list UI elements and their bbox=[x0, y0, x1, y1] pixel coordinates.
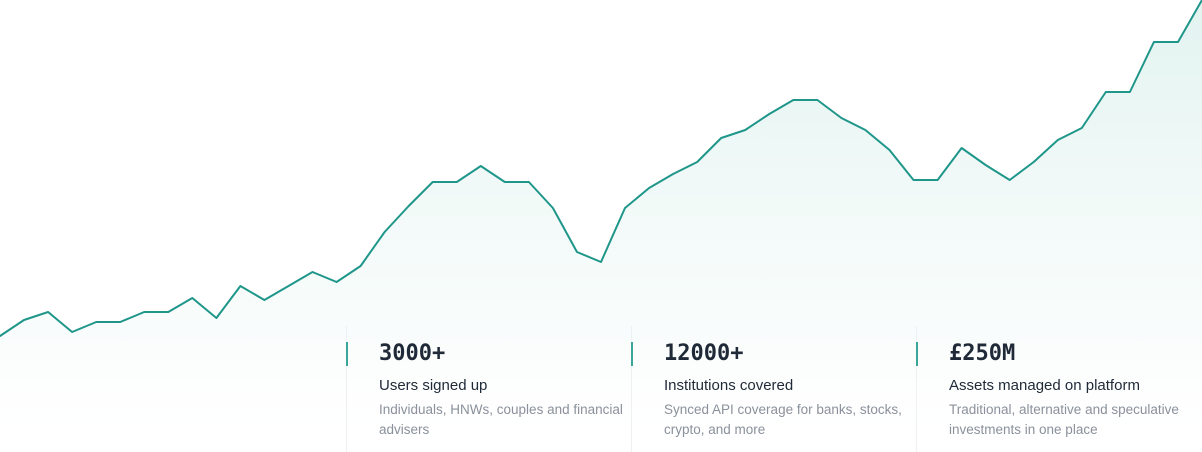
stat-value: 12000+ bbox=[664, 341, 744, 366]
stat-description: Synced API coverage for banks, stocks, c… bbox=[664, 402, 902, 437]
stat-label: Institutions covered bbox=[664, 377, 794, 394]
stat-value: £250M bbox=[949, 341, 1016, 366]
stat-accent-bar bbox=[916, 342, 918, 366]
stat-description: Traditional, alternative and speculative… bbox=[949, 402, 1179, 437]
chart-line bbox=[0, 0, 1202, 337]
stat-users: 3000+ Users signed up Individuals, HNWs,… bbox=[346, 326, 630, 452]
stat-label: Users signed up bbox=[379, 377, 488, 394]
stat-accent-bar bbox=[631, 342, 633, 366]
stat-accent-bar bbox=[346, 342, 348, 366]
stat-description: Individuals, HNWs, couples and financial… bbox=[379, 402, 623, 437]
stat-institutions: 12000+ Institutions covered Synced API c… bbox=[631, 326, 915, 452]
stat-value: 3000+ bbox=[379, 341, 446, 366]
stat-assets: £250M Assets managed on platform Traditi… bbox=[916, 326, 1200, 452]
stat-label: Assets managed on platform bbox=[949, 377, 1140, 394]
